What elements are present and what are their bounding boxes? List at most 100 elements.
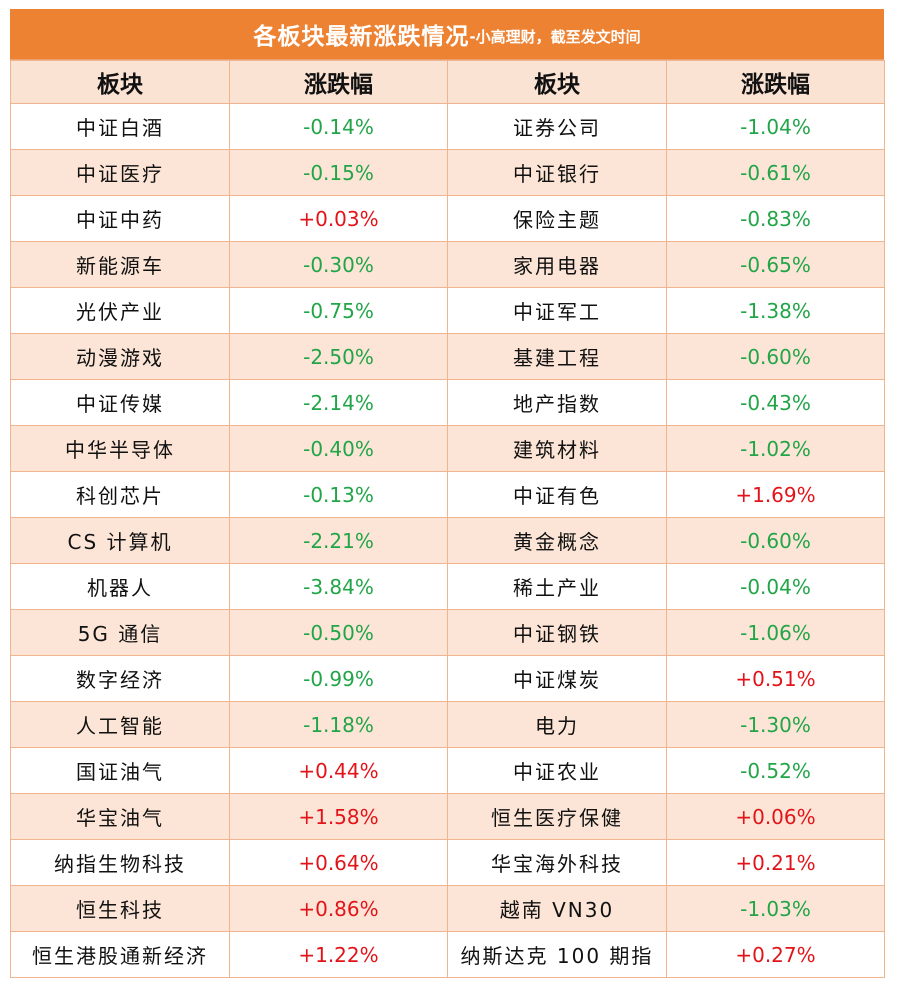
- change-value-right: -1.04%: [666, 103, 885, 150]
- sector-name-right: 中证军工: [447, 287, 667, 334]
- sector-name-left: CS 计算机: [10, 517, 230, 564]
- change-value-right: -0.65%: [666, 241, 885, 288]
- sector-name-left: 中证白酒: [10, 103, 230, 150]
- sector-name-right: 黄金概念: [447, 517, 667, 564]
- table-row: 科创芯片 -0.13% 中证有色 +1.69%: [10, 471, 885, 518]
- table-row: 中证传媒 -2.14% 地产指数 -0.43%: [10, 379, 885, 426]
- change-value-left: -0.50%: [229, 609, 448, 656]
- change-value-left: -2.21%: [229, 517, 448, 564]
- header-row: 板块 涨跌幅 板块 涨跌幅: [10, 60, 885, 104]
- change-value-left: +1.58%: [229, 793, 448, 840]
- sector-name-left: 人工智能: [10, 701, 230, 748]
- sector-name-right: 中证农业: [447, 747, 667, 794]
- header-sector-left: 板块: [10, 60, 230, 104]
- table-row: 中证中药 +0.03% 保险主题 -0.83%: [10, 195, 885, 242]
- data-table: 板块 涨跌幅 板块 涨跌幅 中证白酒 -0.14% 证券公司 -1.04% 中证医疗 -0…: [10, 60, 885, 978]
- change-value-right: +0.51%: [666, 655, 885, 702]
- sector-name-left: 动漫游戏: [10, 333, 230, 380]
- change-value-left: -2.14%: [229, 379, 448, 426]
- change-value-left: -0.75%: [229, 287, 448, 334]
- change-value-left: -0.40%: [229, 425, 448, 472]
- change-value-right: -1.06%: [666, 609, 885, 656]
- change-value-right: -0.04%: [666, 563, 885, 610]
- change-value-right: -1.30%: [666, 701, 885, 748]
- sector-name-right: 中证有色: [447, 471, 667, 518]
- table-row: 机器人 -3.84% 稀土产业 -0.04%: [10, 563, 885, 610]
- sector-name-left: 中华半导体: [10, 425, 230, 472]
- sector-name-right: 基建工程: [447, 333, 667, 380]
- sector-name-left: 数字经济: [10, 655, 230, 702]
- sector-name-left: 新能源车: [10, 241, 230, 288]
- table-row: 人工智能 -1.18% 电力 -1.30%: [10, 701, 885, 748]
- change-value-right: -1.03%: [666, 885, 885, 932]
- change-value-left: +0.64%: [229, 839, 448, 886]
- sector-name-right: 中证煤炭: [447, 655, 667, 702]
- sector-name-left: 华宝油气: [10, 793, 230, 840]
- sector-name-left: 恒生科技: [10, 885, 230, 932]
- sector-name-left: 恒生港股通新经济: [10, 931, 230, 978]
- sector-name-right: 稀土产业: [447, 563, 667, 610]
- table-row: 恒生港股通新经济 +1.22% 纳斯达克 100 期指 +0.27%: [10, 931, 885, 978]
- sector-name-right: 保险主题: [447, 195, 667, 242]
- table-row: 光伏产业 -0.75% 中证军工 -1.38%: [10, 287, 885, 334]
- table-body: 中证白酒 -0.14% 证券公司 -1.04% 中证医疗 -0.15% 中证银行 -0.61%…: [10, 103, 885, 978]
- sector-name-right: 电力: [447, 701, 667, 748]
- change-value-left: -1.18%: [229, 701, 448, 748]
- title-main: 各板块最新涨跌情况: [253, 24, 470, 50]
- header-sector-right: 板块: [447, 60, 667, 104]
- change-value-right: -0.83%: [666, 195, 885, 242]
- sector-name-right: 中证银行: [447, 149, 667, 196]
- change-value-left: -3.84%: [229, 563, 448, 610]
- change-value-left: -0.30%: [229, 241, 448, 288]
- table-row: 华宝油气 +1.58% 恒生医疗保健 +0.06%: [10, 793, 885, 840]
- change-value-right: -0.43%: [666, 379, 885, 426]
- sector-name-right: 建筑材料: [447, 425, 667, 472]
- sector-name-left: 中证中药: [10, 195, 230, 242]
- change-value-right: -1.02%: [666, 425, 885, 472]
- sector-name-right: 家用电器: [447, 241, 667, 288]
- change-value-left: -0.99%: [229, 655, 448, 702]
- table-row: 中证白酒 -0.14% 证券公司 -1.04%: [10, 103, 885, 150]
- title-subtitle: -小高理财，截至发文时间: [469, 27, 641, 46]
- change-value-right: -0.60%: [666, 517, 885, 564]
- table-row: 5G 通信 -0.50% 中证钢铁 -1.06%: [10, 609, 885, 656]
- header-change-left: 涨跌幅: [229, 60, 448, 104]
- sector-name-right: 恒生医疗保健: [447, 793, 667, 840]
- table-row: CS 计算机 -2.21% 黄金概念 -0.60%: [10, 517, 885, 564]
- table-row: 数字经济 -0.99% 中证煤炭 +0.51%: [10, 655, 885, 702]
- change-value-right: +0.27%: [666, 931, 885, 978]
- sector-name-left: 国证油气: [10, 747, 230, 794]
- sector-name-left: 5G 通信: [10, 609, 230, 656]
- table-row: 恒生科技 +0.86% 越南 VN30 -1.03%: [10, 885, 885, 932]
- table-row: 新能源车 -0.30% 家用电器 -0.65%: [10, 241, 885, 288]
- change-value-right: -0.60%: [666, 333, 885, 380]
- table-row: 动漫游戏 -2.50% 基建工程 -0.60%: [10, 333, 885, 380]
- change-value-right: -1.38%: [666, 287, 885, 334]
- change-value-left: -0.13%: [229, 471, 448, 518]
- sector-name-right: 地产指数: [447, 379, 667, 426]
- sector-name-left: 科创芯片: [10, 471, 230, 518]
- sector-name-right: 证券公司: [447, 103, 667, 150]
- sector-name-left: 中证医疗: [10, 149, 230, 196]
- change-value-left: +0.44%: [229, 747, 448, 794]
- change-value-left: +0.03%: [229, 195, 448, 242]
- table-title: 各板块最新涨跌情况 -小高理财，截至发文时间: [10, 9, 884, 60]
- change-value-left: -0.15%: [229, 149, 448, 196]
- sector-name-left: 机器人: [10, 563, 230, 610]
- sector-name-right: 华宝海外科技: [447, 839, 667, 886]
- change-value-right: +0.21%: [666, 839, 885, 886]
- sector-name-right: 越南 VN30: [447, 885, 667, 932]
- change-value-left: -0.14%: [229, 103, 448, 150]
- change-value-left: +0.86%: [229, 885, 448, 932]
- change-value-left: +1.22%: [229, 931, 448, 978]
- sector-name-left: 中证传媒: [10, 379, 230, 426]
- sector-name-left: 纳指生物科技: [10, 839, 230, 886]
- table-row: 中华半导体 -0.40% 建筑材料 -1.02%: [10, 425, 885, 472]
- sector-name-left: 光伏产业: [10, 287, 230, 334]
- change-value-right: +0.06%: [666, 793, 885, 840]
- change-value-left: -2.50%: [229, 333, 448, 380]
- header-change-right: 涨跌幅: [666, 60, 885, 104]
- change-value-right: +1.69%: [666, 471, 885, 518]
- change-value-right: -0.61%: [666, 149, 885, 196]
- sector-name-right: 纳斯达克 100 期指: [447, 931, 667, 978]
